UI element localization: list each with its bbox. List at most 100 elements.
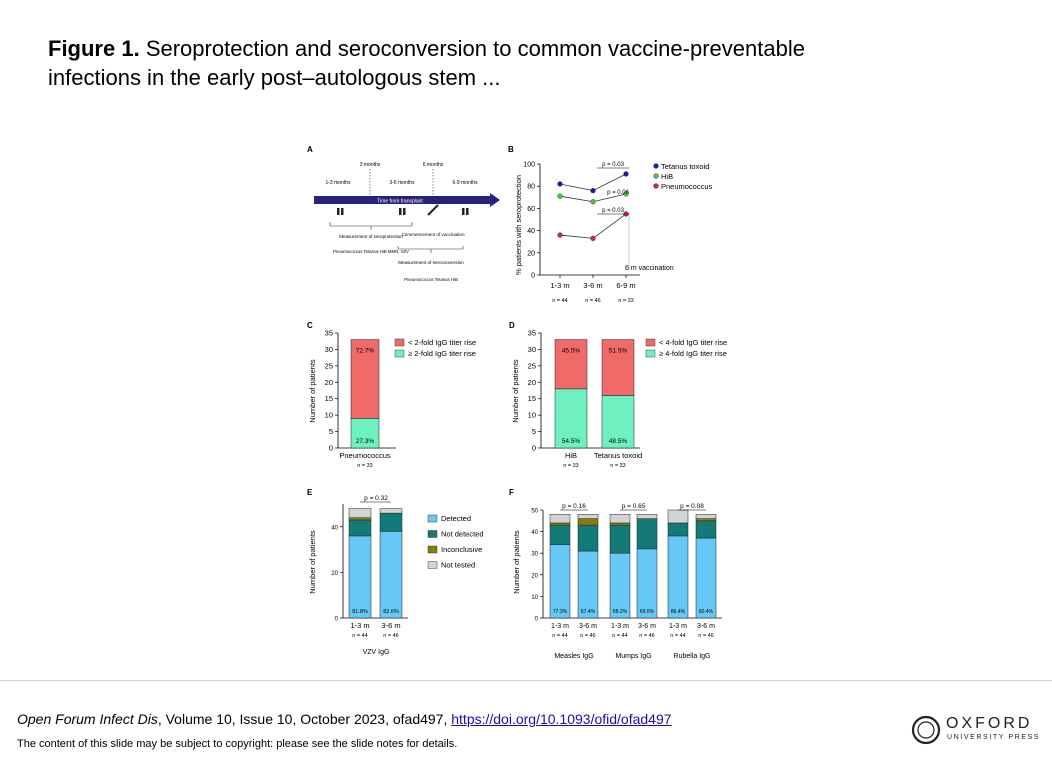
legend-swatch xyxy=(645,338,656,347)
x-tick-label: 1-3 m xyxy=(669,623,687,630)
y-tick-label: 80 xyxy=(527,184,535,191)
bar-segment xyxy=(379,508,403,514)
bar-segment xyxy=(549,522,571,526)
month-3-label: 3 months xyxy=(360,162,381,168)
bar-segment xyxy=(577,518,599,526)
blood-tube-icon xyxy=(337,208,344,215)
bar-value-label: 69.6% xyxy=(640,609,655,615)
legend-swatch xyxy=(427,561,438,569)
legend-marker xyxy=(653,183,659,189)
publisher-subtitle: UNIVERSITY PRESS xyxy=(947,734,1041,741)
panel-c-ylabel: Number of patients xyxy=(308,359,317,423)
bar-segment xyxy=(549,514,571,524)
bracket-seroconversion xyxy=(397,246,464,253)
y-tick-label: 10 xyxy=(325,411,333,420)
bar-value-label: 82.6% xyxy=(383,609,399,615)
doi-link[interactable]: https://doi.org/10.1093/ofid/ofad497 xyxy=(451,711,672,727)
y-tick-label: 30 xyxy=(528,345,536,354)
legend-label: Tetanus toxoid xyxy=(661,162,709,171)
y-tick-label: 20 xyxy=(531,573,538,579)
panel-a-label: A xyxy=(307,145,313,154)
y-tick-label: 20 xyxy=(331,571,338,577)
panel-a: A 3 months 6 months 1-3 months 3-6 month… xyxy=(307,145,500,282)
y-tick-label: 30 xyxy=(531,552,538,558)
p-value: p = 0.32 xyxy=(364,495,388,502)
y-tick-label: 15 xyxy=(325,394,333,403)
y-tick-label: 100 xyxy=(523,162,535,169)
x-tick-label: HiB xyxy=(565,451,577,460)
n-label: n = 33 xyxy=(618,298,633,304)
legend-swatch xyxy=(645,349,656,358)
panel-e-label: E xyxy=(307,488,313,497)
x-tick-label: Tetanus toxoid xyxy=(594,451,642,460)
y-tick-label: 20 xyxy=(325,378,333,387)
y-tick-label: 40 xyxy=(331,525,338,531)
n-label: n = 46 xyxy=(580,633,595,639)
y-tick-label: 15 xyxy=(528,394,536,403)
bar-segment xyxy=(667,522,689,537)
n-label: n = 46 xyxy=(383,633,398,639)
y-tick-label: 40 xyxy=(531,530,538,536)
citation: Open Forum Infect Dis, Volume 10, Issue … xyxy=(17,711,672,727)
group-label: Rubella IgG xyxy=(674,653,711,660)
panel-d: D Number of patients 0 5 10 15 20 25 30 35 54.5%… xyxy=(509,321,727,469)
y-tick-label: 5 xyxy=(532,427,536,436)
bar-segment xyxy=(348,508,372,518)
bar-value-label: 45.5% xyxy=(562,348,581,355)
data-point xyxy=(557,193,563,199)
x-tick-label: 6-9 m xyxy=(616,281,635,290)
vaccination-annotation: 6 m vaccination xyxy=(625,265,674,272)
y-tick-label: 35 xyxy=(528,329,536,338)
bar-segment xyxy=(636,548,658,619)
p-value-tetanus: p = 0.03 xyxy=(602,162,625,168)
legend-swatch xyxy=(427,530,438,538)
month-6-label: 6 months xyxy=(423,162,444,168)
bar-value-label: 81.8% xyxy=(352,609,368,615)
bar-value-label: 67.4% xyxy=(581,609,596,615)
bar-segment xyxy=(667,509,689,524)
p-value-pneumococcus: p = 0.03 xyxy=(602,208,625,214)
p-value: p = 0.08 xyxy=(680,503,704,510)
figure-panels: A 3 months 6 months 1-3 months 3-6 month… xyxy=(300,138,760,668)
y-tick-label: 0 xyxy=(531,273,535,280)
period-2-label: 3-6 months xyxy=(389,180,415,186)
x-tick-label: 1-3 m xyxy=(551,623,569,630)
legend-label: Detected xyxy=(441,514,471,523)
box2-title: Commencement of vaccination xyxy=(401,232,465,237)
bar-segment xyxy=(609,514,631,524)
n-label: n = 33 xyxy=(357,463,372,469)
figure-svg: A 3 months 6 months 1-3 months 3-6 month… xyxy=(307,145,727,660)
bar-segment xyxy=(379,512,403,532)
legend-label: Inconclusive xyxy=(441,545,482,554)
box1-items: Pneumococcus Tetanus HiB MMR, VZV xyxy=(333,249,409,254)
legend-marker xyxy=(653,173,659,179)
y-tick-label: 25 xyxy=(528,361,536,370)
slide-title: Figure 1. Seroprotection and seroconvers… xyxy=(48,34,808,92)
y-tick-label: 5 xyxy=(329,427,333,436)
bar-segment xyxy=(695,537,717,619)
panel-b-label: B xyxy=(508,145,514,154)
bar-value-label: 72.7% xyxy=(356,348,375,355)
n-label: n = 46 xyxy=(585,298,600,304)
box3-title: Measurement of seroconversion xyxy=(398,260,464,265)
legend-label: HiB xyxy=(661,172,673,181)
timeline-arrow-label: Time from transplant xyxy=(377,199,423,205)
n-label: n = 44 xyxy=(352,633,367,639)
panel-d-label: D xyxy=(509,321,515,330)
y-tick-label: 50 xyxy=(531,509,538,515)
p-value: p = 0.16 xyxy=(562,503,586,510)
bar-segment xyxy=(350,339,380,419)
panel-e: E Number of patients VZV IgG 0 20 40 81.8% 1… xyxy=(307,488,484,656)
bar-value-label: 51.5% xyxy=(609,348,628,355)
legend-label: ≥ 4-fold IgG titer rise xyxy=(659,349,727,358)
y-tick-label: 40 xyxy=(527,228,535,235)
panel-d-ylabel: Number of patients xyxy=(511,359,520,423)
data-point xyxy=(557,232,563,238)
bar-segment xyxy=(554,339,588,390)
syringe-icon xyxy=(427,200,441,216)
bar-value-label: 86.4% xyxy=(671,609,686,615)
bar-segment xyxy=(348,517,372,521)
y-tick-label: 35 xyxy=(325,329,333,338)
x-tick-label: 3-6 m xyxy=(381,621,400,630)
y-tick-label: 20 xyxy=(528,378,536,387)
